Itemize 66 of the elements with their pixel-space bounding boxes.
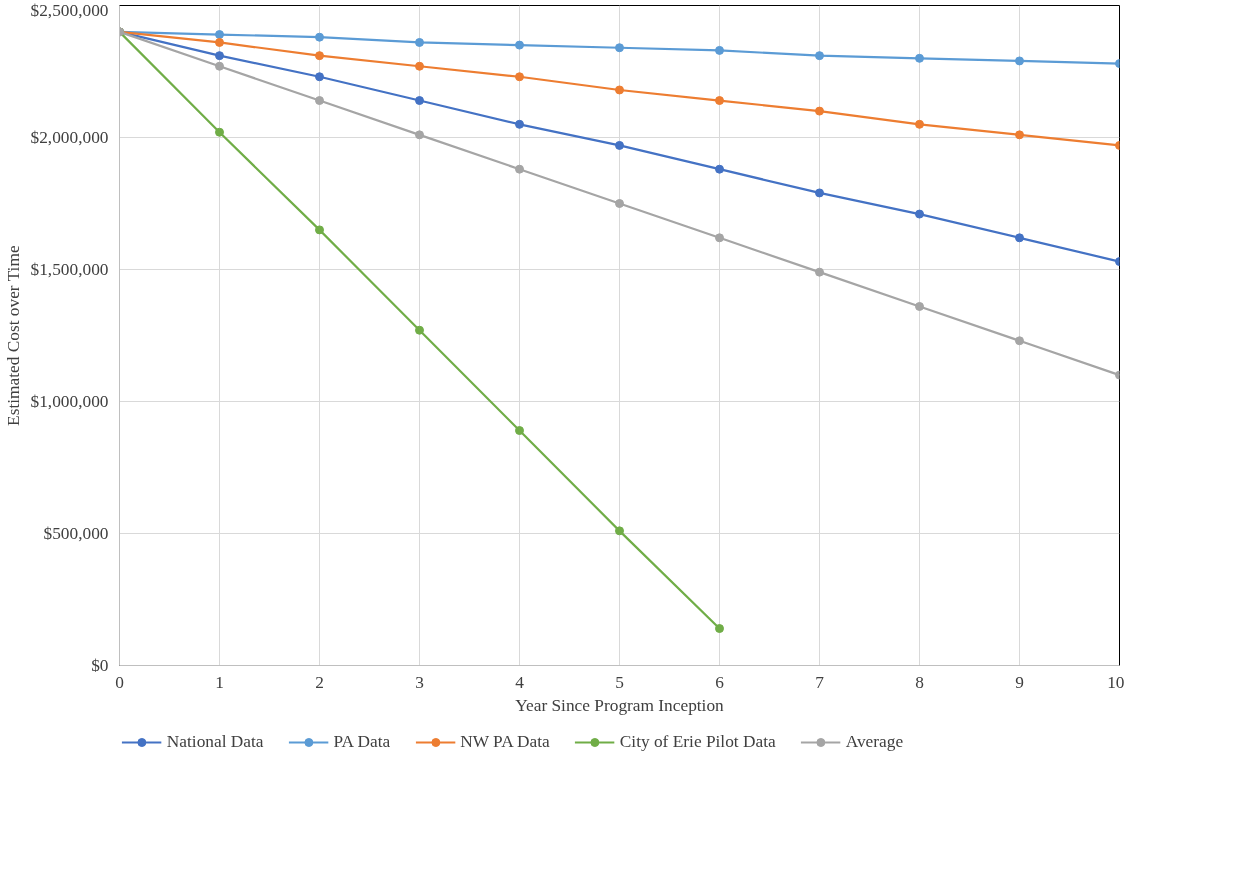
x-tick-label: 8 [915, 672, 924, 692]
x-tick-label: 1 [215, 672, 224, 692]
point [515, 72, 524, 82]
point [615, 85, 624, 95]
point [415, 325, 424, 335]
legend-label: City of Erie Pilot Data [619, 732, 776, 752]
point [315, 51, 324, 61]
point [915, 53, 924, 63]
point [715, 624, 724, 634]
point [415, 96, 424, 106]
legend-label: Average [845, 732, 904, 752]
x-tick-label: 5 [615, 672, 624, 692]
point [415, 37, 424, 47]
point [215, 127, 224, 137]
point [915, 119, 924, 129]
point [415, 130, 424, 140]
point [215, 51, 224, 61]
point [815, 267, 824, 277]
x-axis-title: Year Since Program Inception [515, 695, 725, 715]
point [1015, 336, 1024, 346]
point [815, 188, 824, 198]
point [315, 225, 324, 235]
y-tick-label: $0 [91, 656, 109, 675]
point [515, 119, 524, 129]
y-tick-label: $2,500,000 [30, 0, 109, 20]
point [1015, 233, 1024, 243]
x-tick-label: 9 [1015, 672, 1024, 692]
y-axis-title: Estimated Cost over Time [3, 245, 23, 426]
point [1015, 56, 1024, 66]
point [515, 426, 524, 436]
point [1015, 130, 1024, 140]
x-tick-label: 4 [515, 672, 525, 692]
point [415, 61, 424, 71]
y-tick-label: $2,000,000 [30, 128, 109, 147]
point [815, 106, 824, 116]
legend-label: PA Data [333, 732, 391, 752]
point [715, 45, 724, 55]
point [615, 140, 624, 150]
y-tick-label: $500,000 [43, 524, 109, 543]
legend-label: NW PA Data [460, 732, 550, 752]
point [215, 37, 224, 47]
x-tick-label: 6 [715, 672, 725, 692]
point [915, 301, 924, 311]
point [515, 164, 524, 174]
point [515, 40, 524, 50]
y-tick-label: $1,000,000 [30, 392, 109, 411]
point [615, 526, 624, 536]
point [615, 199, 624, 208]
point [715, 96, 724, 106]
point [315, 72, 324, 82]
x-tick-label: 0 [115, 672, 124, 692]
x-tick-label: 3 [415, 672, 424, 692]
point [315, 32, 324, 42]
point [715, 233, 724, 243]
point [615, 43, 624, 53]
x-tick-label: 10 [1107, 672, 1125, 692]
point [215, 30, 224, 40]
y-tick-label: $1,500,000 [30, 260, 109, 279]
x-tick-label: 7 [815, 672, 825, 692]
legend-label: National Data [166, 732, 264, 752]
point [715, 164, 724, 174]
point [315, 96, 324, 106]
point [815, 51, 824, 61]
x-tick-label: 2 [315, 672, 324, 692]
point [215, 61, 224, 71]
point [915, 209, 924, 219]
